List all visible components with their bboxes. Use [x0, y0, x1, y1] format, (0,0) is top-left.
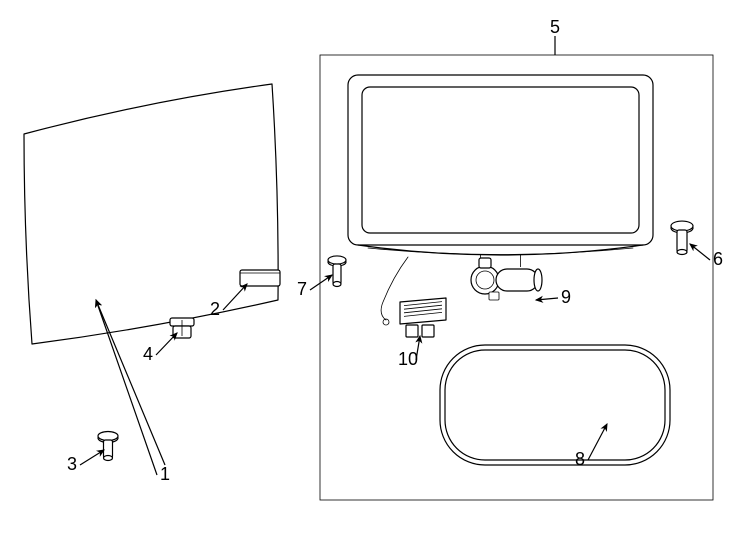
callout-leader-3	[80, 450, 104, 465]
callout-label-10: 10	[398, 349, 418, 369]
callout-label-8: 8	[575, 449, 585, 469]
callout-leader-9	[536, 298, 558, 300]
callout-leader-8	[588, 424, 607, 460]
weatherstrip-inner	[445, 350, 665, 460]
callout-label-9: 9	[561, 287, 571, 307]
callout-leader-7	[310, 275, 332, 290]
callout-label-5: 5	[550, 17, 560, 37]
callout-label-6: 6	[713, 249, 723, 269]
parts-diagram: 1 2 3 4 5 6 7 8 9 10	[0, 0, 734, 540]
callout-label-4: 4	[143, 344, 153, 364]
sunroof-frame-outer	[348, 75, 653, 245]
weatherstrip-outer	[440, 345, 670, 465]
callout-leader-6	[690, 244, 710, 260]
callout-label-3: 3	[67, 454, 77, 474]
callout-label-2: 2	[210, 299, 220, 319]
roof-panel	[24, 84, 278, 344]
callout-label-7: 7	[297, 279, 307, 299]
motor-9	[496, 269, 538, 291]
block-2	[240, 270, 280, 286]
callout-label-1: 1	[160, 464, 170, 484]
callout-leader-4	[156, 333, 177, 355]
bolt-6	[677, 230, 687, 252]
